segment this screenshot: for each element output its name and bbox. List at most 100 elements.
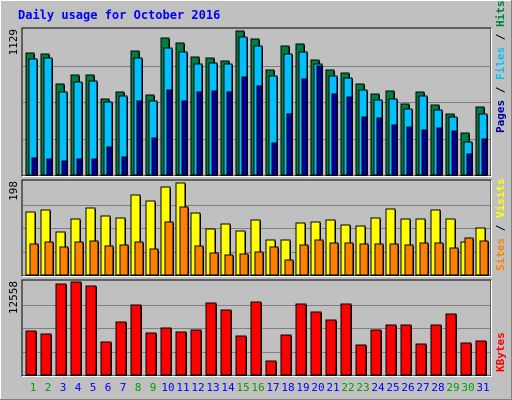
kbytes-bar	[190, 329, 202, 376]
day-label: 27	[416, 381, 429, 394]
day-label: 15	[236, 381, 249, 394]
day-label: 19	[296, 381, 309, 394]
sites-bar	[389, 243, 399, 276]
day-label: 24	[371, 381, 385, 394]
legend-sep-3: /	[494, 218, 507, 238]
sites-bar	[29, 243, 39, 276]
pages-bar	[196, 91, 203, 176]
sites-bar	[479, 240, 489, 276]
kbytes-bar	[70, 281, 82, 376]
hits-legend: Pages / Files / Hits	[494, 1, 507, 134]
pages-bar	[106, 146, 113, 176]
hits-bars	[25, 30, 488, 176]
legend-sep-2: /	[494, 27, 507, 47]
kbytes-bar	[385, 324, 397, 376]
sites-bar	[449, 247, 459, 276]
day-label: 22	[341, 381, 354, 394]
kbytes-bar	[220, 309, 232, 376]
sites-bar	[89, 240, 99, 276]
sites-bar	[104, 245, 114, 276]
sites-bar	[374, 243, 384, 276]
kbytes-bars	[25, 281, 487, 376]
day-label: 25	[386, 381, 399, 394]
pages-bar	[451, 130, 458, 176]
kbytes-bar	[475, 340, 487, 376]
sites-bar	[254, 251, 264, 276]
kbytes-bar	[175, 331, 187, 376]
sites-bar	[344, 242, 354, 276]
kbytes-bar	[355, 344, 367, 376]
pages-bar	[436, 127, 443, 176]
kbytes-bar	[340, 303, 352, 376]
pages-bar	[361, 116, 368, 176]
day-label: 30	[461, 381, 474, 394]
day-label: 3	[60, 381, 67, 394]
files-bar	[43, 57, 53, 176]
day-label: 13	[206, 381, 219, 394]
pages-bar	[211, 90, 218, 176]
kbytes-bar	[445, 313, 457, 376]
day-label: 31	[476, 381, 489, 394]
day-label: 2	[45, 381, 52, 394]
kbytes-y-max-label: 12558	[7, 281, 20, 314]
kbytes-bar	[250, 301, 262, 376]
legend-sep-1: /	[494, 80, 507, 100]
day-label: 12	[191, 381, 204, 394]
visits-bars	[25, 182, 489, 276]
day-label: 29	[446, 381, 459, 394]
day-label: 18	[281, 381, 294, 394]
kbytes-bar	[235, 335, 247, 376]
sites-bar	[269, 246, 279, 276]
sites-bar	[299, 244, 309, 276]
pages-bar	[271, 142, 278, 176]
pages-bar	[316, 65, 323, 176]
pages-bar	[256, 85, 263, 176]
kbytes-bar	[205, 302, 217, 376]
pages-bar	[376, 117, 383, 176]
chart-title: Daily usage for October 2016	[18, 8, 220, 22]
kbytes-bar	[130, 304, 142, 376]
sites-bar	[179, 206, 189, 276]
pages-bar	[241, 76, 248, 176]
pages-bar	[466, 153, 473, 176]
day-label: 21	[326, 381, 339, 394]
kbytes-bar	[430, 324, 442, 376]
pages-bar	[31, 157, 38, 176]
kbytes-bar	[400, 324, 412, 376]
sites-bar	[119, 244, 129, 276]
kbytes-bar	[115, 321, 127, 376]
kbytes-bar	[55, 283, 67, 376]
sites-bar	[194, 245, 204, 276]
pages-bar	[406, 126, 413, 176]
hits-panel: 1129 Pages / Files / Hits	[7, 1, 507, 177]
kbytes-bar	[460, 342, 472, 376]
pages-bar	[61, 160, 68, 176]
kbytes-bar	[145, 332, 157, 376]
kbytes-legend: KBytes	[494, 332, 507, 372]
legend-visits: Visits	[494, 178, 507, 218]
visits-panel: 198 Sites / Visits	[7, 178, 507, 277]
pages-bar	[166, 89, 173, 176]
sites-bar	[134, 241, 144, 276]
sites-bar	[59, 246, 69, 276]
kbytes-bar	[100, 341, 112, 376]
day-label: 10	[161, 381, 174, 394]
pages-bar	[301, 78, 308, 176]
sites-bar	[314, 239, 324, 276]
pages-bar	[46, 158, 53, 176]
day-label: 6	[105, 381, 112, 394]
sites-bar	[359, 243, 369, 276]
pages-bar	[481, 138, 488, 176]
day-label: 28	[431, 381, 444, 394]
legend-files: Files	[494, 47, 507, 80]
day-label: 26	[401, 381, 414, 394]
sites-bar	[329, 242, 339, 276]
kbytes-bar	[310, 311, 322, 376]
pages-bar	[331, 93, 338, 176]
kbytes-bar	[325, 319, 337, 376]
pages-bar	[181, 100, 188, 176]
pages-bar	[151, 137, 158, 176]
sites-bar	[224, 254, 234, 276]
day-label: 20	[311, 381, 324, 394]
